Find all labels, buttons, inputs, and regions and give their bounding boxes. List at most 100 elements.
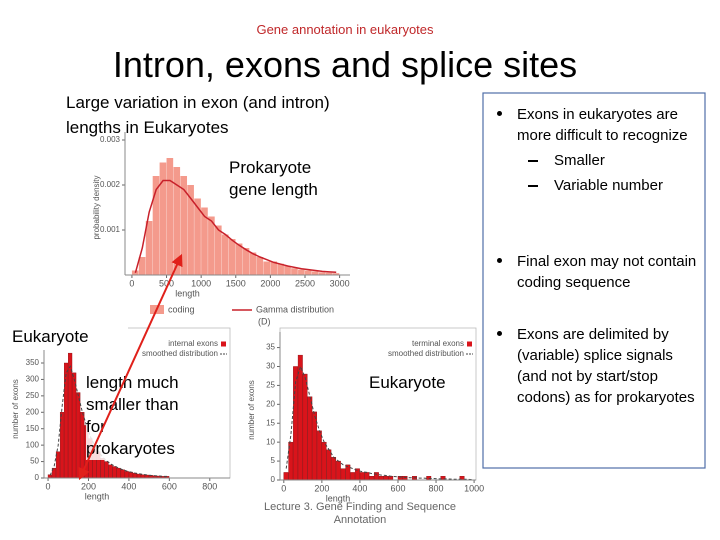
- histogram-bar: [331, 457, 337, 481]
- fitted-curve: [134, 179, 337, 274]
- histogram-bar: [270, 261, 278, 275]
- histogram-bar: [215, 225, 222, 275]
- histogram-bar: [312, 411, 318, 481]
- histogram-bar: [112, 466, 117, 479]
- histogram-bar: [383, 476, 389, 481]
- histogram-bar: [325, 272, 333, 275]
- histogram-bar: [187, 185, 194, 275]
- bullet: Exons in eukaryotes are more difficult t…: [497, 104, 697, 196]
- x-tick-label: 400: [352, 483, 367, 493]
- histogram-bar: [316, 430, 322, 481]
- histogram-bar: [321, 441, 327, 481]
- x-tick-label: 400: [121, 481, 136, 491]
- histogram-bar: [76, 392, 81, 479]
- histogram-bar: [350, 472, 356, 481]
- bullet: Final exon may not contain coding sequen…: [497, 251, 697, 293]
- histogram-bar: [136, 473, 141, 479]
- legend-label: coding: [168, 304, 195, 314]
- x-tick-label: 800: [429, 483, 444, 493]
- histogram-bar: [59, 412, 65, 479]
- y-tick-label: 35: [266, 343, 275, 352]
- histogram-bar: [166, 158, 174, 275]
- legend-label: smoothed distribution: [388, 349, 464, 358]
- histogram-bar: [173, 167, 181, 275]
- legend-label: Gamma distribution: [256, 304, 334, 314]
- fitted-curve: [285, 365, 472, 481]
- x-tick-label: 600: [162, 481, 177, 491]
- bullet-text: Exons are delimited by (variable) splice…: [517, 326, 695, 406]
- histogram-bar: [108, 464, 113, 479]
- histogram-bar: [298, 269, 305, 275]
- x-axis-label: length: [175, 288, 200, 298]
- histogram-bar: [364, 472, 370, 481]
- x-tick-label: 800: [202, 481, 217, 491]
- histogram-bar: [228, 239, 236, 275]
- callout: Eukaryote: [366, 370, 468, 396]
- callout: length much smaller than for prokaryotes: [86, 372, 190, 460]
- x-tick-label: 1000: [191, 278, 211, 288]
- y-tick-label: 15: [266, 418, 275, 427]
- histogram-bar: [64, 362, 69, 479]
- histogram-bar: [378, 476, 384, 481]
- histogram-bar: [159, 162, 167, 275]
- sub-bullet-text: Smaller: [554, 152, 605, 169]
- x-tick-label: 500: [159, 278, 174, 288]
- subtitle: Gene annotation in eukaryotes: [256, 22, 434, 37]
- y-tick-label: 150: [26, 424, 40, 433]
- histogram-bar: [332, 273, 340, 275]
- histogram-bar: [180, 176, 188, 275]
- histogram-bar: [340, 468, 346, 481]
- x-tick-label: 200: [314, 483, 329, 493]
- sub-bullet: Variable number: [528, 175, 697, 196]
- histogram-bar: [221, 234, 229, 275]
- x-tick-label: 2000: [260, 278, 280, 288]
- histogram-bar: [152, 176, 160, 275]
- histogram-bar: [201, 207, 208, 275]
- y-tick-label: 50: [30, 457, 39, 466]
- bullet-box: [482, 92, 706, 469]
- histogram-bar: [100, 458, 105, 479]
- histogram-bar: [402, 476, 408, 481]
- y-tick-label: 350: [26, 358, 40, 367]
- y-tick-label: 0: [271, 475, 276, 484]
- bullet-text: Final exon may not contain coding sequen…: [517, 253, 697, 291]
- histogram-bar: [208, 216, 215, 275]
- callout: Eukaryote: [8, 324, 128, 350]
- histogram-bar: [116, 467, 121, 479]
- histogram-bar: [256, 257, 264, 275]
- y-tick-label: 30: [266, 362, 275, 371]
- panel-label: (D): [258, 316, 271, 326]
- histogram-bar: [297, 354, 303, 481]
- histogram-bar: [194, 198, 201, 275]
- histogram-bar: [369, 476, 375, 481]
- histogram-bar: [305, 270, 312, 275]
- histogram-bar: [440, 476, 446, 481]
- histogram-bar: [242, 248, 250, 275]
- legend-label: terminal exons: [412, 339, 464, 348]
- y-tick-label: 10: [266, 437, 275, 446]
- x-axis-label: length: [326, 493, 351, 503]
- y-tick-label: 0.002: [100, 180, 121, 189]
- histogram-bar: [138, 257, 146, 275]
- y-tick-label: 25: [266, 381, 275, 390]
- y-tick-label: 200: [26, 407, 40, 416]
- histogram-bar: [145, 221, 153, 275]
- histogram-bar: [302, 373, 308, 481]
- y-tick-label: 300: [26, 375, 40, 384]
- histogram-bar: [388, 476, 394, 481]
- histogram-bar: [80, 412, 85, 479]
- histogram-bar: [263, 261, 271, 275]
- histogram-bar: [55, 451, 61, 479]
- x-tick-label: 0: [129, 278, 134, 288]
- histogram-bar: [311, 271, 319, 275]
- y-tick-label: 0.001: [100, 225, 121, 234]
- y-tick-label: 5: [271, 456, 276, 465]
- histogram-bar: [249, 252, 257, 275]
- y-tick-label: 0.003: [100, 135, 121, 144]
- bullet-dot: [497, 111, 502, 116]
- histogram-bar: [291, 268, 298, 275]
- y-axis-label: number of exons: [11, 379, 20, 439]
- bullet: Exons are delimited by (variable) splice…: [497, 324, 697, 408]
- histogram-bar: [283, 472, 289, 481]
- histogram-bar: [124, 471, 129, 479]
